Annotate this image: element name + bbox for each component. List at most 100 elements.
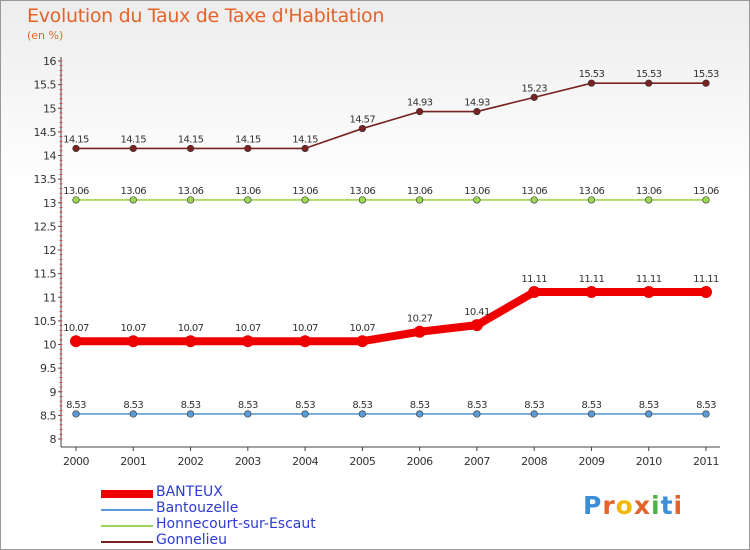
logo-letter: i (673, 491, 684, 520)
data-point-gonnelieu (301, 144, 309, 153)
y-tick-label: 15 (43, 102, 56, 115)
x-tick-label: 2009 (578, 455, 604, 468)
data-label-honnecourt-sur-escaut: 13.06 (464, 186, 490, 197)
legend-label-honnecourt: Honnecourt-sur-Escaut (156, 516, 316, 532)
data-label-bantouzelle: 8.53 (639, 400, 659, 411)
x-tick-label: 2004 (292, 455, 318, 468)
data-label-honnecourt-sur-escaut: 13.06 (407, 186, 433, 197)
data-point-banteux (70, 335, 82, 348)
legend-swatch-honnecourt (101, 525, 153, 527)
data-point-gonnelieu (186, 144, 195, 153)
data-point-banteux (528, 286, 541, 299)
data-label-honnecourt-sur-escaut: 13.06 (63, 186, 89, 197)
legend-label-gonnelieu: Gonnelieu (156, 532, 228, 548)
data-point-gonnelieu (72, 144, 80, 153)
y-tick-label: 12.5 (34, 220, 57, 233)
data-label-gonnelieu: 14.15 (292, 134, 318, 145)
data-point-bantouzelle (416, 410, 424, 418)
data-label-gonnelieu: 15.53 (579, 69, 605, 80)
data-label-honnecourt-sur-escaut: 13.06 (292, 186, 318, 197)
data-point-bantouzelle (702, 410, 710, 418)
data-label-gonnelieu: 15.53 (693, 69, 719, 80)
data-point-bantouzelle (473, 410, 481, 418)
data-label-honnecourt-sur-escaut: 13.06 (235, 186, 261, 197)
x-tick-label: 2011 (693, 455, 719, 468)
data-point-banteux (470, 319, 483, 332)
data-label-banteux: 11.11 (693, 274, 719, 285)
data-label-bantouzelle: 8.53 (181, 400, 201, 411)
data-label-banteux: 10.07 (235, 323, 261, 334)
logo-letter: x (633, 491, 651, 520)
data-label-honnecourt-sur-escaut: 13.06 (350, 186, 376, 197)
legend-swatch-bantouzelle (101, 509, 153, 511)
data-label-banteux: 10.07 (63, 323, 89, 334)
logo-letter: P (583, 491, 603, 520)
data-point-honnecourt-sur-escaut (301, 196, 309, 204)
data-label-gonnelieu: 14.15 (120, 134, 146, 145)
data-point-banteux (184, 335, 197, 348)
y-tick-label: 13 (43, 197, 56, 210)
data-label-bantouzelle: 8.53 (582, 400, 602, 411)
chart-title: Evolution du Taux de Taxe d'Habitation (27, 5, 385, 27)
data-label-banteux: 10.07 (292, 323, 318, 334)
data-label-bantouzelle: 8.53 (66, 400, 86, 411)
data-label-banteux: 11.11 (636, 274, 662, 285)
data-point-gonnelieu (587, 79, 596, 87)
x-tick-label: 2005 (349, 455, 375, 468)
data-label-bantouzelle: 8.53 (524, 400, 544, 411)
data-point-banteux (585, 286, 598, 299)
data-point-honnecourt-sur-escaut (530, 196, 538, 204)
data-point-honnecourt-sur-escaut (72, 196, 80, 204)
x-tick-label: 2001 (120, 455, 146, 468)
series-line-gonnelieu (75, 82, 707, 150)
data-point-banteux (413, 325, 426, 338)
legend-item-banteux: BANTEUX (101, 484, 341, 501)
data-point-honnecourt-sur-escaut (702, 196, 710, 204)
data-point-banteux (127, 335, 140, 348)
data-point-honnecourt-sur-escaut (358, 196, 366, 204)
legend-item-honnecourt: Honnecourt-sur-Escaut (101, 516, 341, 533)
data-label-bantouzelle: 8.53 (123, 400, 143, 411)
data-label-banteux: 10.41 (464, 307, 490, 318)
data-label-honnecourt-sur-escaut: 13.06 (178, 186, 204, 197)
data-point-gonnelieu (244, 144, 252, 153)
y-tick-label: 9 (50, 386, 57, 399)
data-point-gonnelieu (530, 93, 538, 101)
logo-letter: r (602, 491, 616, 520)
data-point-gonnelieu (416, 107, 424, 116)
data-label-bantouzelle: 8.53 (295, 400, 315, 411)
y-tick-label: 10 (43, 339, 56, 352)
data-label-honnecourt-sur-escaut: 13.06 (120, 186, 146, 197)
data-label-bantouzelle: 8.53 (467, 400, 487, 411)
data-point-gonnelieu (702, 79, 710, 87)
y-tick-label: 9.5 (40, 362, 56, 375)
data-label-honnecourt-sur-escaut: 13.06 (521, 186, 547, 197)
x-tick-label: 2006 (407, 455, 433, 468)
data-label-banteux: 10.27 (407, 314, 433, 325)
y-tick-label: 10.5 (34, 315, 57, 328)
data-point-gonnelieu (645, 79, 653, 87)
data-point-bantouzelle (645, 410, 653, 418)
x-tick-label: 2008 (521, 455, 547, 468)
data-point-bantouzelle (72, 410, 80, 418)
data-point-banteux (241, 335, 254, 348)
data-point-banteux (356, 335, 369, 348)
data-point-gonnelieu (473, 107, 481, 116)
data-label-gonnelieu: 14.15 (178, 134, 204, 145)
data-label-gonnelieu: 14.93 (464, 98, 490, 109)
data-point-bantouzelle (530, 410, 538, 418)
legend-swatch-gonnelieu (101, 541, 153, 543)
data-label-bantouzelle: 8.53 (696, 400, 716, 411)
data-label-gonnelieu: 14.15 (63, 134, 89, 145)
data-label-honnecourt-sur-escaut: 13.06 (636, 186, 662, 197)
x-tick-label: 2000 (63, 455, 89, 468)
y-tick-label: 16 (43, 55, 56, 68)
data-point-banteux (642, 286, 655, 299)
y-tick-label: 15.5 (34, 79, 57, 92)
legend-label-bantouzelle: Bantouzelle (156, 500, 239, 516)
data-label-gonnelieu: 14.15 (235, 134, 261, 145)
y-tick-label: 11.5 (34, 268, 57, 281)
data-point-bantouzelle (186, 410, 195, 418)
x-tick-label: 2002 (178, 455, 204, 468)
